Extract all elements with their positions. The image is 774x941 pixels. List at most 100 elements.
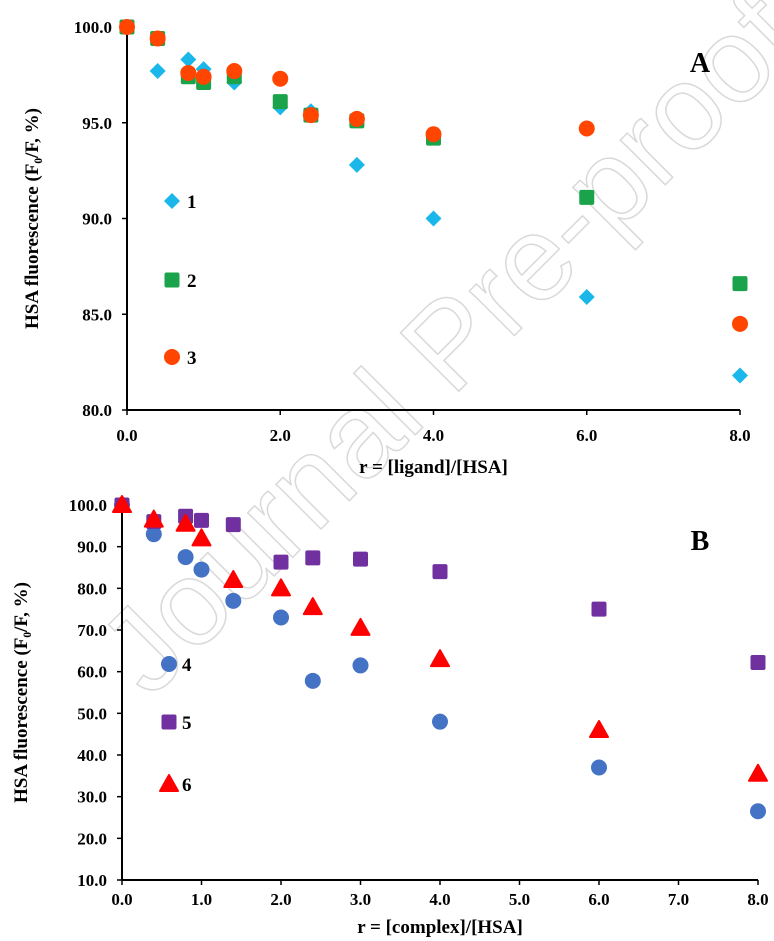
data-point-series-6 [175,513,196,532]
data-point-series-6 [350,617,371,636]
y-axis-label-a: HSA fluorescence (F₀/F, %) [22,108,43,329]
data-point-series-3 [149,30,166,47]
data-point-series-5 [305,550,321,566]
data-point-series-5 [432,564,448,580]
data-point-series-3 [119,19,135,35]
data-point-series-3 [180,64,197,81]
legend-marker-5 [161,714,177,730]
chart-panel-a: 80.0 85.0 90.0 95.0 100.0 0.0 2.0 4.0 6.0 8.0 r = … [22,18,751,478]
legend-marker-1 [164,193,180,209]
data-point-series-2 [579,189,595,205]
data-point-series-4 [750,803,766,820]
data-point-series-3 [226,63,243,80]
y-tick-label-a: 85.0 [82,305,112,324]
data-point-series-1 [348,156,365,173]
x-tick-label-a: 2.0 [270,426,291,445]
data-point-series-6 [271,578,291,597]
y-tick-label-b: 90.0 [77,538,107,557]
x-tick-label-b: 0.0 [111,890,132,909]
legend-label-1: 1 [187,192,197,213]
data-point-series-6 [191,528,212,547]
data-point-series-6 [112,495,132,513]
data-point-series-5 [273,554,289,570]
data-point-series-6 [589,720,609,738]
y-tick-label-b: 20.0 [77,829,107,848]
x-tick-label-b: 6.0 [588,890,609,909]
legend-label-6: 6 [182,775,192,796]
x-tick-label-b: 1.0 [191,890,212,909]
x-tick-label-b: 4.0 [429,890,450,909]
data-point-series-6 [302,597,323,616]
data-point-series-4 [225,592,242,609]
y-tick-label-a: 80.0 [82,401,112,420]
x-tick-label-a: 6.0 [576,426,597,445]
legend-label-2: 2 [187,271,197,292]
y-tick-label-b: 30.0 [77,788,107,807]
y-tick-label-b: 40.0 [77,746,107,765]
data-point-series-1 [180,51,197,68]
data-point-series-3 [732,315,748,332]
data-point-series-5 [353,551,368,567]
legend-marker-3 [164,349,180,365]
data-point-series-6 [143,509,164,528]
data-point-series-3 [195,68,212,85]
y-tick-label-b: 80.0 [77,579,107,598]
y-tick-label-b: 10.0 [77,871,107,890]
data-point-series-1 [149,63,166,80]
data-point-series-4 [591,759,607,776]
data-point-series-4 [432,713,448,730]
x-tick-label-b: 8.0 [747,890,768,909]
x-tick-label-b: 3.0 [350,890,371,909]
data-point-series-6 [430,649,450,668]
chart-panel-b: 10.020.030.040.050.060.070.080.090.0100.… [11,495,769,938]
data-point-series-4 [177,549,194,566]
data-point-series-4 [352,657,369,674]
x-tick-label-b: 7.0 [668,890,689,909]
data-point-series-3 [272,70,289,87]
x-tick-label-a: 8.0 [729,426,750,445]
data-point-series-3 [302,107,319,124]
y-tick-label-b: 50.0 [77,704,107,723]
x-tick-label-b: 5.0 [509,890,530,909]
data-point-series-5 [750,655,766,670]
legend-marker-4 [161,656,177,672]
data-point-series-3 [578,120,595,137]
data-point-series-3 [348,110,365,127]
data-point-series-4 [193,561,210,578]
data-point-series-6 [223,570,244,588]
y-tick-label-b: 100.0 [69,496,107,515]
series-6 [112,495,768,782]
panel-label-a: A [690,48,711,79]
data-point-series-4 [304,672,321,689]
data-point-series-5 [194,512,209,528]
y-tick-label-b: 60.0 [77,663,107,682]
y-tick-label-a: 100.0 [74,18,112,37]
data-point-series-3 [425,126,442,143]
data-point-series-2 [732,276,748,292]
data-point-series-5 [225,517,241,533]
legend-label-5: 5 [182,713,192,734]
data-point-series-4 [273,609,289,626]
x-tick-label-a: 4.0 [423,426,444,445]
panel-label-b: B [691,526,710,557]
legend-marker-6 [159,774,179,792]
data-point-series-4 [145,526,162,543]
x-axis-label-a: r = [ligand]/[HSA] [359,457,508,478]
data-point-series-1 [732,367,748,384]
legend-label-4: 4 [182,655,192,676]
legend-label-3: 3 [187,348,197,369]
x-axis-label-b: r = [complex]/[HSA] [357,917,523,938]
y-tick-label-a: 90.0 [82,210,112,229]
data-point-series-6 [748,763,768,782]
y-tick-label-b: 70.0 [77,621,107,640]
data-point-series-5 [591,601,607,617]
y-tick-label-a: 95.0 [82,114,112,133]
legend-marker-2 [164,272,180,288]
x-tick-label-b: 2.0 [270,890,291,909]
data-point-series-2 [272,94,288,110]
series-3 [119,19,748,332]
data-point-series-1 [425,210,442,227]
y-axis-label-b: HSA fluorescence (F₀/F, %) [11,582,32,803]
x-tick-label-a: 0.0 [116,426,137,445]
